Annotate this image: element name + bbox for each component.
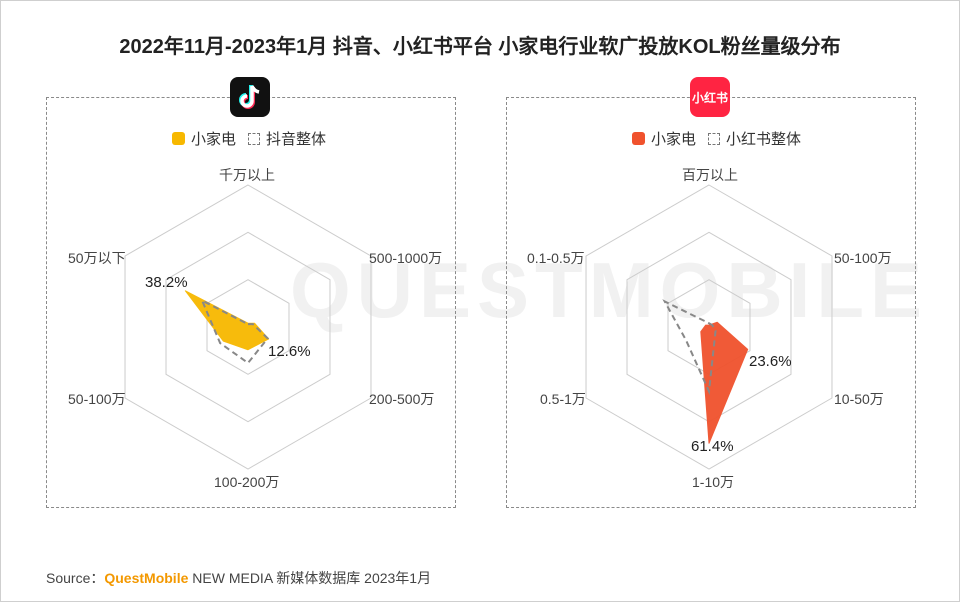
series-overall — [200, 298, 270, 365]
legend-swatch-overall — [708, 132, 721, 145]
legend-label-xiaojiadian: 小家电 — [651, 131, 697, 148]
axis-label: 千万以上 — [219, 167, 275, 183]
axis-label: 200-500万 — [369, 391, 435, 407]
source-text: NEW MEDIA 新媒体数据库 2023年1月 — [192, 570, 432, 586]
axis-label: 10-50万 — [834, 391, 884, 407]
xiaohongshu-legend: 小家电 小红书整体 — [632, 128, 801, 149]
source-brand: QuestMobile — [104, 570, 189, 586]
data-label: 61.4% — [691, 438, 734, 455]
legend-swatch-overall — [248, 132, 261, 145]
douyin-logo-icon — [230, 77, 270, 117]
legend-label-douyin-overall: 抖音整体 — [266, 131, 327, 148]
grid-ring — [585, 184, 833, 470]
douyin-legend: 小家电 抖音整体 — [172, 128, 326, 149]
series-overall — [662, 299, 717, 396]
series-xiaojiadian — [700, 321, 749, 444]
legend-label-xiaojiadian: 小家电 — [191, 131, 237, 148]
axis-label: 100-200万 — [214, 474, 280, 490]
legend-swatch-xiaojiadian — [632, 132, 645, 145]
axis-label: 50-100万 — [68, 391, 126, 407]
legend-label-xhs-overall: 小红书整体 — [726, 131, 802, 148]
chart-title: 2022年11月-2023年1月 抖音、小红书平台 小家电行业软广投放KOL粉丝… — [119, 36, 841, 58]
watermark: QUESTMOBILE — [290, 246, 929, 334]
axis-label: 500-1000万 — [369, 250, 443, 266]
data-label: 12.6% — [268, 343, 311, 360]
series-xiaojiadian — [184, 290, 270, 351]
data-label: 38.2% — [145, 274, 188, 291]
axis-label: 0.1-0.5万 — [527, 250, 585, 266]
axis-label: 50-100万 — [834, 250, 892, 266]
axis-label: 1-10万 — [692, 474, 735, 490]
axis-label: 百万以上 — [682, 167, 738, 183]
source-note: Source：QuestMobile NEW MEDIA 新媒体数据库 2023… — [46, 568, 431, 588]
xiaohongshu-logo-icon: 小红书 — [690, 77, 730, 117]
grid-ring — [165, 231, 331, 423]
grid-ring — [124, 184, 372, 470]
legend-swatch-xiaojiadian — [172, 132, 185, 145]
data-label: 23.6% — [749, 353, 792, 370]
axis-label: 50万以下 — [68, 250, 126, 266]
source-prefix: Source： — [46, 570, 105, 586]
axis-label: 0.5-1万 — [540, 391, 586, 407]
